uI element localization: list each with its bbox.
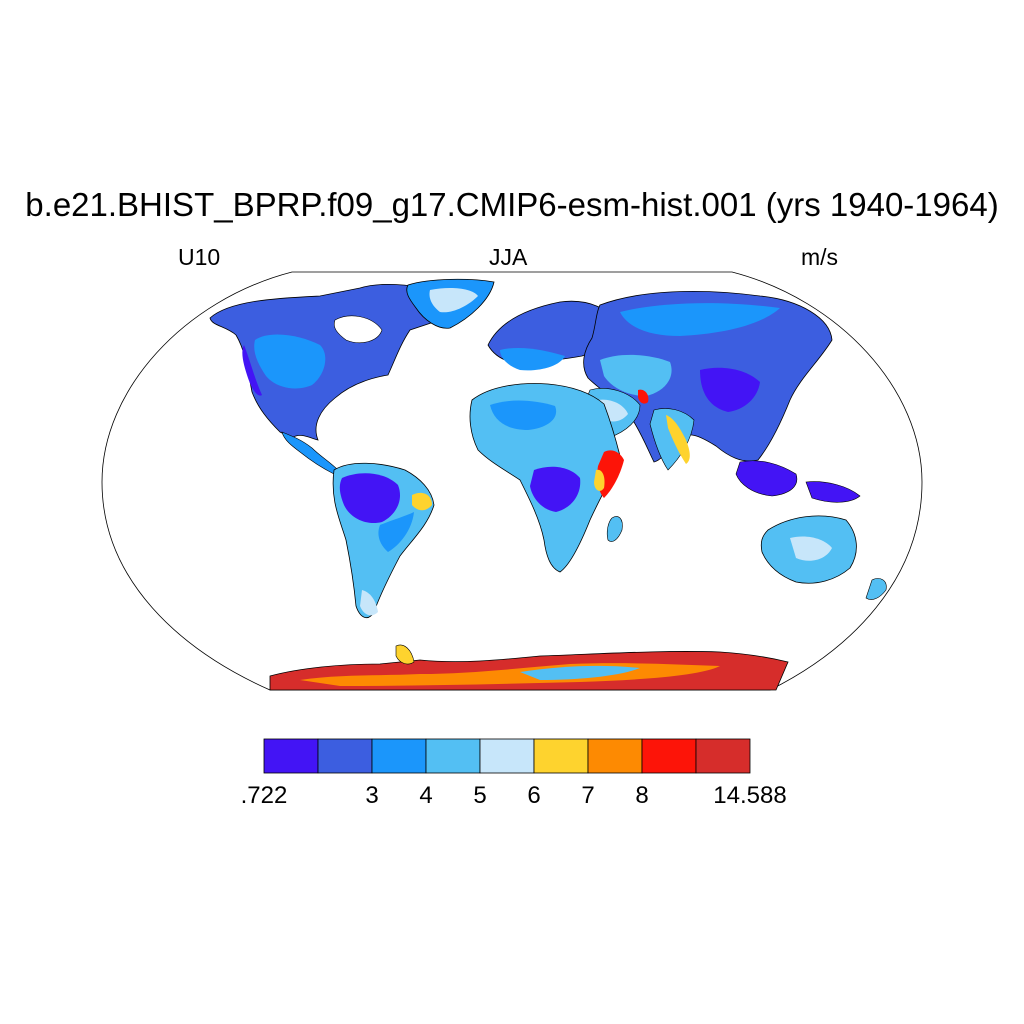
colorbar-swatch <box>371 738 427 774</box>
amazon-low-wind <box>339 473 401 524</box>
pakistan-wind <box>638 389 649 404</box>
plot-title: b.e21.BHIST_BPRP.f09_g17.CMIP6-esm-hist.… <box>25 186 999 223</box>
colorbar-tick-label: 3 <box>365 782 379 809</box>
colorbar <box>263 738 751 774</box>
borneo-sumatra <box>735 460 798 497</box>
season-label: JJA <box>489 244 528 270</box>
colorbar-swatch <box>695 738 751 774</box>
colorbar-swatch <box>533 738 589 774</box>
colorbar-swatch <box>317 738 373 774</box>
colorbar-tick-label: 7 <box>581 782 595 809</box>
sa-southeast <box>378 512 414 552</box>
colorbar-tick-label: 4 <box>419 782 433 809</box>
greenland-core <box>429 288 478 313</box>
australia-central <box>790 536 832 561</box>
europe-south <box>500 347 565 371</box>
variable-label: U10 <box>178 244 221 270</box>
hudson-bay <box>333 315 383 343</box>
colorbar-tick-label: 6 <box>527 782 541 809</box>
brazil-coast-wind <box>412 492 432 511</box>
madagascar <box>606 516 623 542</box>
colorbar-swatch <box>641 738 697 774</box>
colorbar-tick-label: 14.588 <box>713 782 787 809</box>
colorbar-tick-label: 5 <box>473 782 487 809</box>
colorbar-swatch <box>425 738 481 774</box>
new-guinea <box>805 481 861 503</box>
antarctic-peninsula <box>395 644 415 665</box>
india-west-coast-wind <box>666 415 690 464</box>
east-africa-coast <box>594 469 605 491</box>
antarctica-plateau <box>520 665 640 680</box>
colorbar-swatch <box>263 738 319 774</box>
china-low-wind <box>700 367 760 412</box>
colorbar-tick-label: .722 <box>240 782 288 809</box>
congo-low-wind <box>530 466 581 512</box>
siberia <box>620 303 780 336</box>
na-interior <box>254 334 326 389</box>
sahara-light <box>490 400 557 430</box>
central-asia <box>600 354 672 396</box>
new-zealand <box>865 578 887 600</box>
units-label: m/s <box>801 244 839 270</box>
na-west <box>242 345 262 396</box>
colorbar-swatch <box>587 738 643 774</box>
colorbar-tick-label: 8 <box>635 782 649 809</box>
patagonia <box>360 590 378 616</box>
colorbar-swatch <box>479 738 535 774</box>
